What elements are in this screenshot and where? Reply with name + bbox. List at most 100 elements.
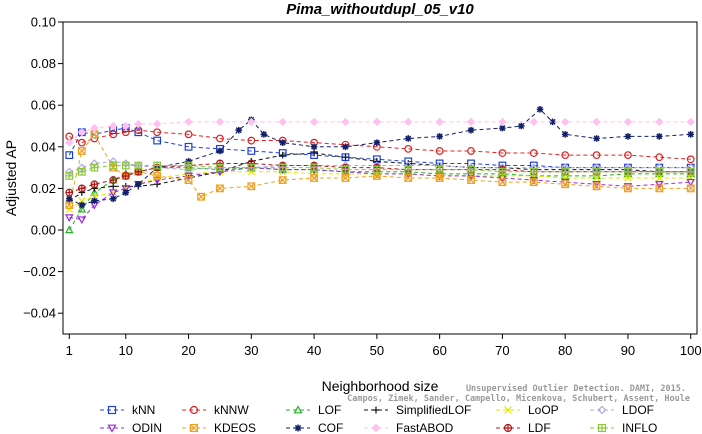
- data-point-kdeos: [624, 184, 632, 193]
- data-point-inflo: [90, 163, 99, 172]
- data-point-knnw: [404, 144, 413, 153]
- data-point-cof: [561, 131, 569, 138]
- legend-label-ldf: LDF: [528, 421, 551, 434]
- data-point-fastabod: [435, 117, 444, 126]
- data-point-knnw: [592, 151, 601, 160]
- data-point-knnw: [498, 149, 507, 157]
- data-point-cof: [342, 143, 349, 151]
- data-point-fastabod: [623, 117, 633, 126]
- data-point-kdeos: [561, 180, 570, 189]
- legend-marker: [372, 406, 380, 414]
- data-point-loop: [561, 174, 569, 182]
- data-point-kdeos: [498, 178, 507, 187]
- y-tick-label: 0.08: [31, 56, 56, 71]
- legend-item-kdeos: KDEOS: [182, 421, 256, 434]
- data-point-fastabod: [153, 119, 162, 129]
- data-point-odin: [152, 176, 162, 185]
- legend-marker: [503, 423, 513, 433]
- legend-item-simplifiedlof: SimplifiedLOF: [364, 403, 471, 417]
- data-point-simplifiedlof: [109, 183, 117, 190]
- series-inflo: [65, 161, 695, 180]
- series-line-cof: [69, 108, 691, 206]
- data-point-inflo: [278, 163, 287, 172]
- data-point-fastabod: [341, 117, 350, 126]
- data-point-fastabod: [134, 119, 143, 129]
- legend-item-odin: ODIN: [100, 421, 162, 434]
- data-point-odin: [64, 214, 74, 223]
- chart-title: Pima_withoutdupl_05_v10: [286, 1, 474, 18]
- x-tick-label: 90: [621, 343, 635, 358]
- legend-marker: [597, 405, 607, 415]
- data-point-odin: [686, 178, 696, 187]
- data-point-fastabod: [215, 117, 225, 126]
- data-point-fastabod: [278, 117, 287, 126]
- legend-item-knnw: kNNW: [182, 403, 249, 417]
- data-point-knnw: [247, 136, 256, 145]
- data-point-kdeos: [184, 176, 193, 184]
- data-point-fastabod: [498, 117, 507, 126]
- data-point-inflo: [216, 163, 224, 172]
- data-point-ldf: [134, 167, 143, 176]
- data-point-kdeos: [197, 192, 205, 201]
- data-point-kdeos: [310, 174, 318, 182]
- data-point-fastabod: [372, 117, 382, 126]
- data-point-kdeos: [278, 176, 287, 184]
- x-tick-label: 20: [181, 343, 195, 358]
- data-point-kdeos: [655, 184, 664, 193]
- x-axis-title: Neighborhood size: [322, 378, 439, 394]
- legend-label-cof: COF: [318, 421, 343, 434]
- data-point-loop: [592, 174, 601, 182]
- legend-label-loop: LoOP: [528, 403, 559, 417]
- data-point-cof: [216, 147, 224, 155]
- data-point-cof: [260, 131, 268, 138]
- data-point-fastabod: [90, 123, 99, 133]
- data-point-inflo: [310, 163, 318, 172]
- legend-marker: [293, 405, 303, 414]
- data-point-kdeos: [77, 147, 86, 155]
- data-point-kdeos: [372, 172, 381, 180]
- y-axis: −0.04 −0.02 0.00 0.02 0.04 0.06 0.08 0.10: [23, 15, 63, 321]
- data-point-inflo: [624, 167, 632, 176]
- data-point-odin: [121, 185, 131, 193]
- x-tick-label: 50: [370, 343, 384, 358]
- data-point-inflo: [153, 161, 162, 170]
- data-point-kdeos: [435, 174, 444, 182]
- data-point-kdeos: [592, 182, 601, 191]
- series-fastabod: [65, 117, 695, 147]
- data-point-kdeos: [686, 184, 695, 193]
- data-point-cof: [656, 133, 663, 140]
- data-point-cof: [91, 197, 98, 205]
- data-point-cof: [65, 195, 73, 203]
- data-point-kdeos: [404, 174, 413, 182]
- data-point-cof: [593, 135, 600, 142]
- x-tick-label: 70: [495, 343, 509, 358]
- data-point-knnw: [77, 138, 86, 147]
- data-point-fastabod: [77, 128, 86, 137]
- data-point-inflo: [247, 163, 256, 172]
- data-point-lof: [655, 169, 664, 178]
- y-tick-label: 0.00: [31, 223, 56, 238]
- legend-label-inflo: INFLO: [622, 421, 657, 434]
- data-point-knnw: [216, 134, 224, 143]
- data-point-fastabod: [247, 117, 256, 126]
- data-point-loop: [624, 174, 632, 182]
- data-point-cof: [122, 189, 130, 196]
- data-point-knnw: [435, 147, 444, 155]
- data-point-knnw: [655, 153, 664, 162]
- data-point-odin: [77, 216, 87, 225]
- x-tick-label: 80: [558, 343, 572, 358]
- y-tick-label: −0.04: [23, 306, 56, 321]
- legend-marker: [107, 405, 117, 415]
- legend-label-lof: LOF: [318, 403, 341, 417]
- data-point-inflo: [404, 165, 413, 174]
- data-point-simplifiedlof: [404, 160, 412, 167]
- data-point-cof: [310, 143, 318, 151]
- data-point-inflo: [655, 167, 664, 176]
- x-tick-label: 10: [119, 343, 133, 358]
- series-cof: [65, 106, 695, 209]
- data-point-cof: [436, 133, 443, 140]
- legend-label-knn: kNN: [132, 403, 155, 417]
- data-point-lof: [90, 188, 99, 196]
- legend-item-ldf: LDF: [496, 421, 551, 434]
